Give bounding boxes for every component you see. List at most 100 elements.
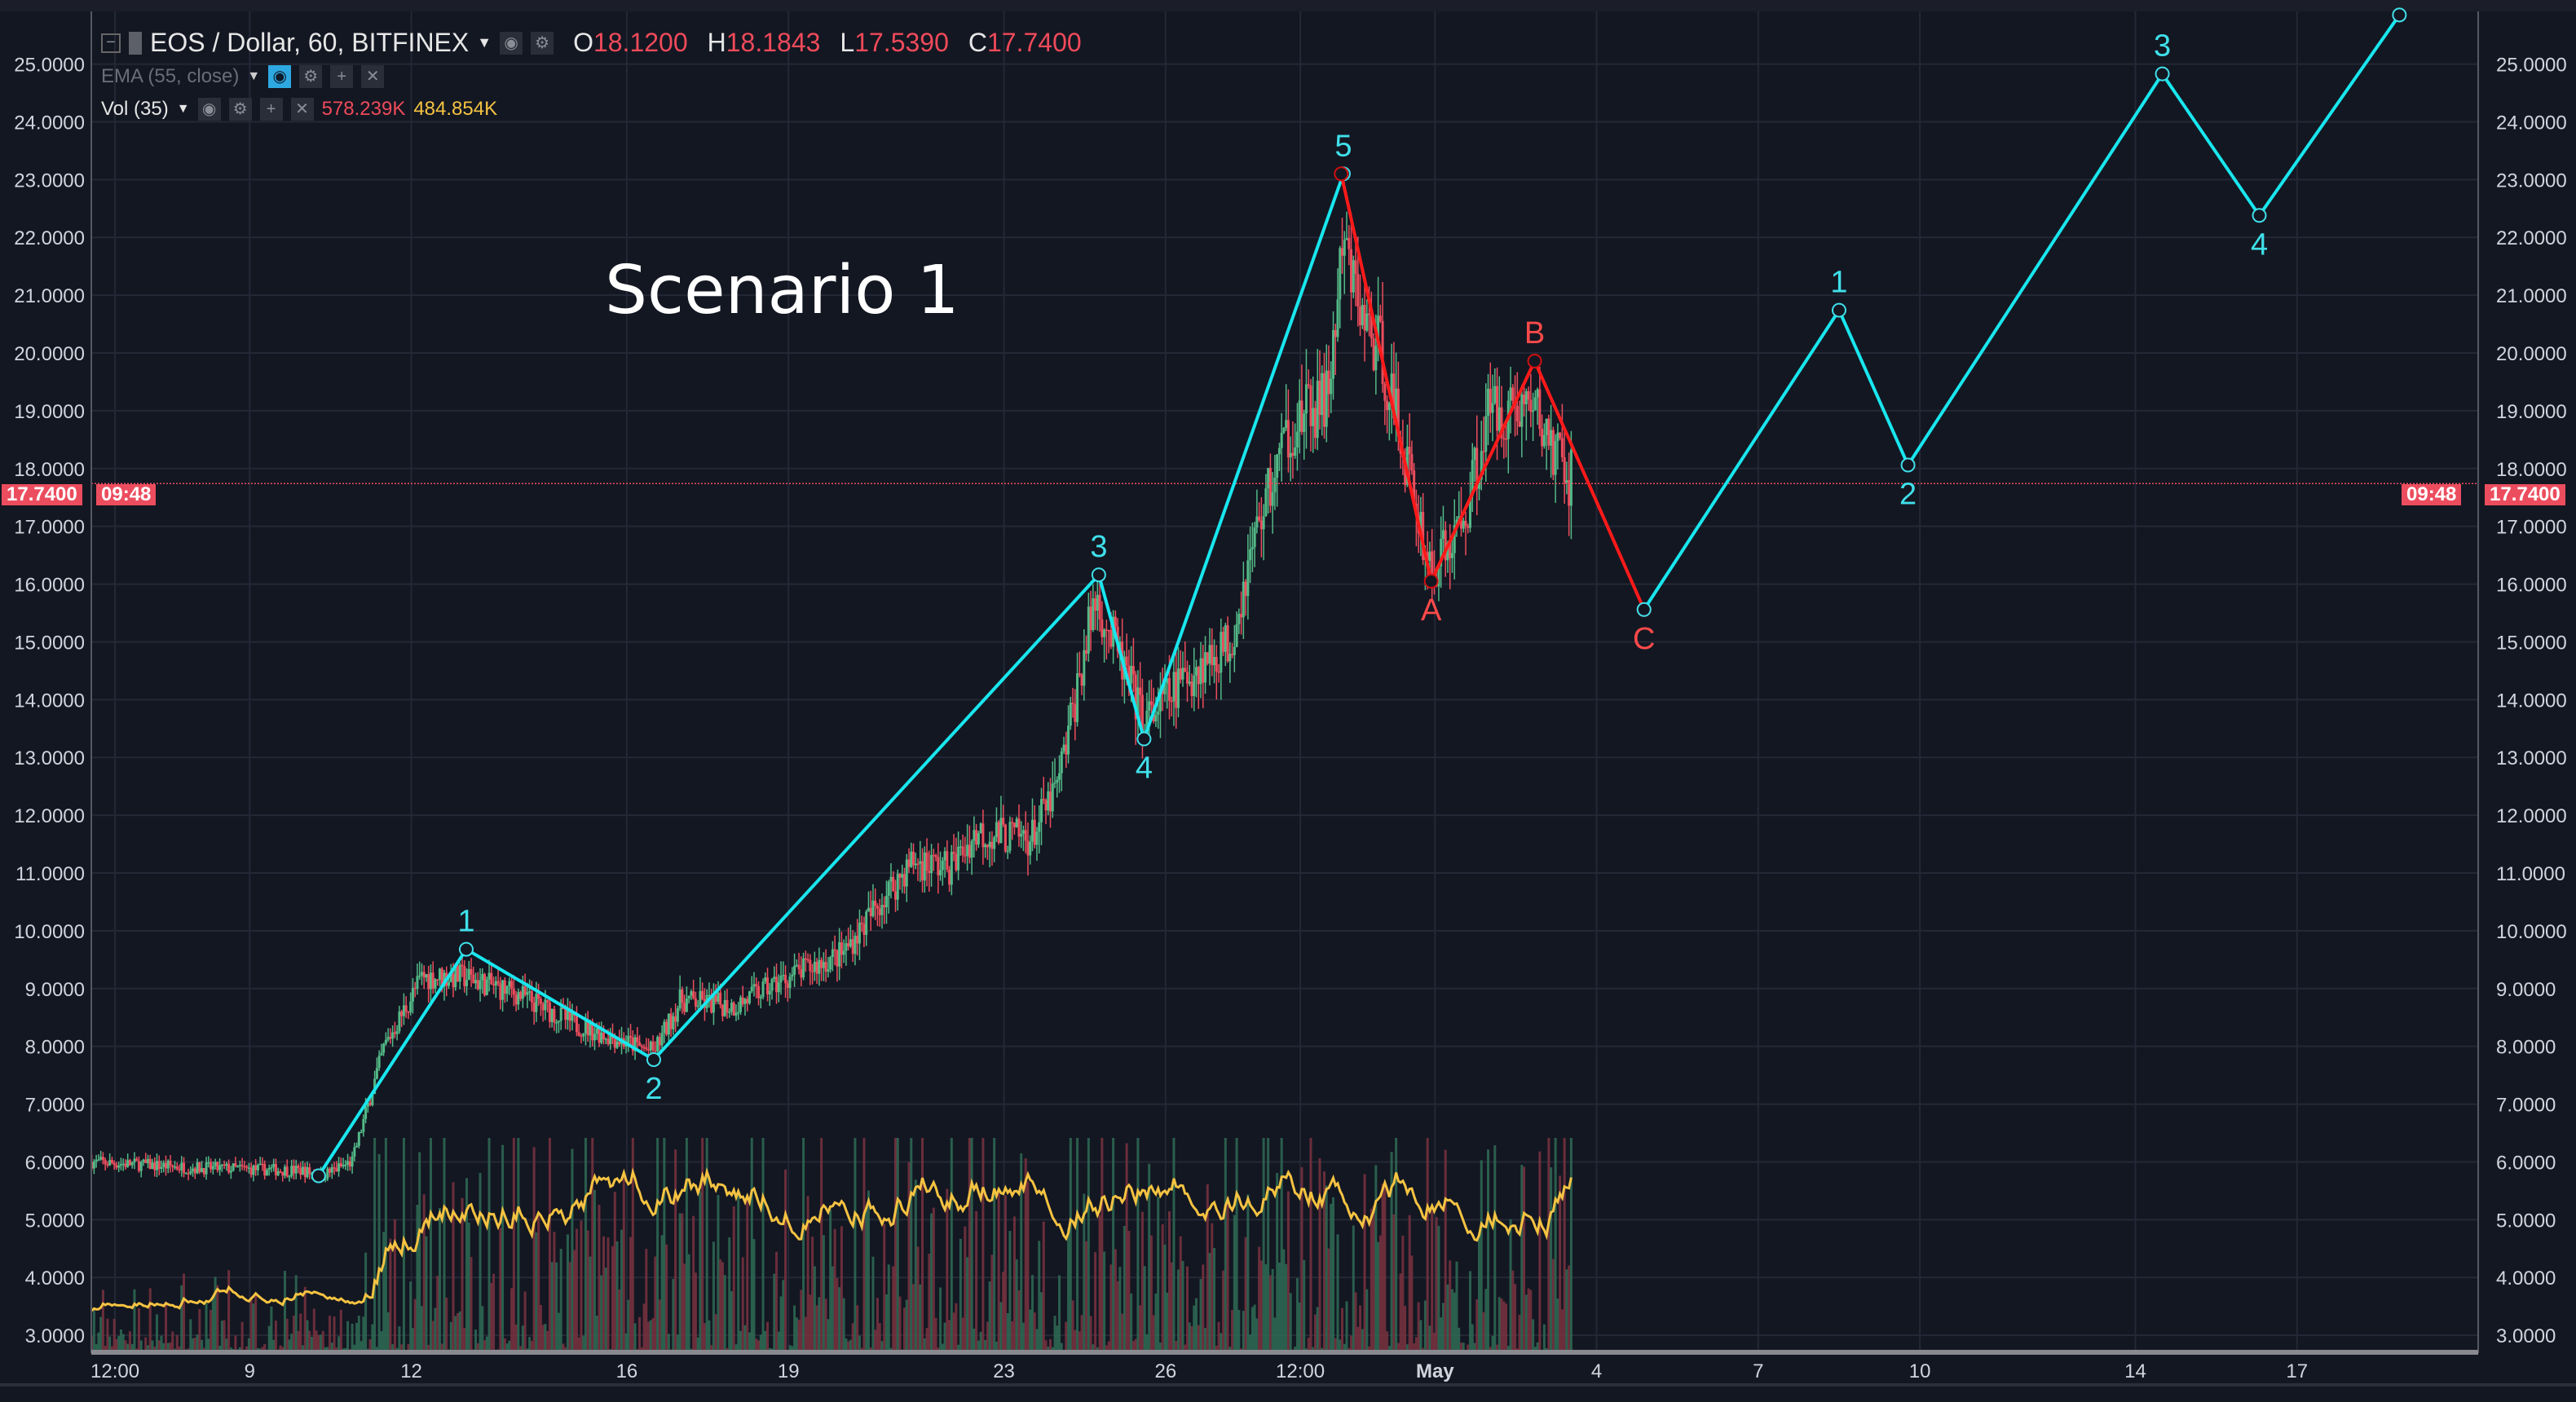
gear-icon[interactable]: ⚙	[531, 31, 554, 55]
candle-body	[119, 1164, 122, 1166]
candle-body	[1255, 516, 1259, 528]
time-scrollbar[interactable]	[91, 1350, 2478, 1355]
volume-bar	[285, 1318, 289, 1350]
candle-body	[1518, 421, 1521, 427]
candle-body	[957, 846, 960, 871]
time-axis[interactable]: 12:00 9 12 16 19 23 26 12:00 May 4 7 10 14 17	[90, 1360, 2308, 1382]
candle-body	[1220, 632, 1223, 673]
candle-body	[364, 1106, 368, 1119]
dropdown-icon[interactable]: ▼	[477, 34, 492, 51]
volume-bar	[726, 1347, 729, 1350]
candle-body	[1431, 551, 1434, 574]
elliott-waves[interactable]: 1 2 3 4 5 A B C 1 2 3 4	[311, 7, 2407, 1184]
eye-icon[interactable]: ◉	[500, 31, 523, 55]
volume-bar	[663, 1138, 666, 1350]
volume-bar	[1327, 1248, 1330, 1350]
candles	[90, 211, 1573, 1184]
symbol-title[interactable]: EOS / Dollar, 60, BITFINEX	[150, 28, 470, 57]
wave-label: A	[1421, 593, 1442, 628]
plus-icon[interactable]: +	[330, 65, 354, 88]
volume-bar	[207, 1338, 210, 1350]
volume-bar	[959, 1238, 962, 1350]
volume-bar	[1112, 1138, 1115, 1350]
volume-bar	[759, 1334, 762, 1350]
candle-body	[683, 1003, 686, 1012]
collapse-icon[interactable]: −	[101, 33, 121, 53]
volume-title[interactable]: Vol (35)	[101, 98, 169, 120]
candle-body	[591, 1021, 594, 1041]
candle-body	[815, 961, 818, 974]
candle-body	[272, 1163, 276, 1167]
volume-bar	[359, 1341, 363, 1350]
left-price-axis[interactable]: 25.0000 24.0000 23.0000 22.0000 21.0000 20.00…	[14, 55, 85, 1348]
candle-body	[854, 935, 857, 955]
candle-body	[117, 1165, 121, 1168]
gear-icon[interactable]: ⚙	[299, 65, 323, 88]
volume-bar	[1179, 1236, 1182, 1350]
candle-body	[276, 1171, 280, 1175]
volume-bar	[957, 1344, 960, 1350]
volume-bar	[977, 1340, 980, 1350]
y-tick-label: 23.0000	[14, 170, 85, 192]
volume-bar	[1285, 1263, 1288, 1350]
volume-bar	[656, 1138, 659, 1350]
flag-icon[interactable]	[129, 31, 142, 55]
ema-legend: EMA (55, close) ▼ ◉ ⚙ + ✕	[101, 65, 385, 88]
eye-icon[interactable]: ◉	[197, 98, 221, 121]
candle-body	[1372, 338, 1375, 371]
candle-body	[126, 1160, 130, 1167]
volume-bar	[546, 1330, 549, 1350]
candle-body	[586, 1020, 589, 1036]
candle-body	[997, 822, 1000, 844]
volume-bar	[1493, 1145, 1497, 1350]
candle-body	[624, 1044, 628, 1047]
candle-body	[216, 1162, 219, 1171]
volume-bar	[1231, 1310, 1234, 1350]
candle-body	[1226, 625, 1229, 662]
candle-body	[995, 822, 998, 838]
volume-bar	[1003, 1195, 1007, 1350]
candle-body	[1468, 496, 1471, 528]
plus-icon[interactable]: +	[259, 98, 283, 121]
candle-body	[1065, 744, 1068, 755]
right-price-axis[interactable]: 25.0000 24.0000 23.0000 22.0000 21.0000 20.00…	[2496, 55, 2567, 1348]
volume-bar	[840, 1226, 843, 1350]
volume-bar	[1401, 1235, 1405, 1350]
candle-body	[479, 980, 482, 990]
candle-body	[912, 851, 915, 866]
wave-line-impulse-2	[1643, 14, 2401, 611]
wave-label: 2	[1899, 478, 1917, 512]
volume-bar	[1242, 1311, 1245, 1350]
volume-bar	[371, 1324, 374, 1350]
volume-bar	[1065, 1321, 1068, 1350]
volume-bar	[311, 1336, 314, 1350]
volume-bar	[1143, 1266, 1146, 1350]
volume-bar	[811, 1237, 814, 1350]
candle-body	[1246, 560, 1250, 597]
wave-label: B	[1524, 316, 1545, 350]
candle-body	[1285, 420, 1288, 428]
volume-bar	[162, 1342, 165, 1350]
eye-icon[interactable]: ◉	[268, 65, 292, 88]
volume-bar	[975, 1210, 978, 1350]
volume-bar	[496, 1349, 500, 1350]
candle-body	[362, 1118, 365, 1132]
volume-bar	[627, 1299, 630, 1350]
volume-bar	[1414, 1337, 1418, 1350]
ema-title[interactable]: EMA (55, close)	[101, 65, 240, 87]
candle-body	[582, 1033, 585, 1037]
dropdown-icon[interactable]: ▼	[176, 102, 190, 116]
dropdown-icon[interactable]: ▼	[247, 69, 261, 83]
y-tick-label: 8.0000	[2496, 1037, 2556, 1059]
close-icon[interactable]: ✕	[290, 98, 314, 121]
volume-bar	[151, 1340, 154, 1350]
close-icon[interactable]: ✕	[361, 65, 385, 88]
gear-icon[interactable]: ⚙	[228, 98, 252, 121]
volume-bar	[297, 1330, 300, 1350]
volume-bar	[205, 1303, 208, 1350]
volume-bar	[1029, 1309, 1032, 1350]
y-tick-label: 16.0000	[14, 575, 85, 597]
candle-body	[898, 873, 902, 878]
candle-body	[1149, 701, 1153, 705]
